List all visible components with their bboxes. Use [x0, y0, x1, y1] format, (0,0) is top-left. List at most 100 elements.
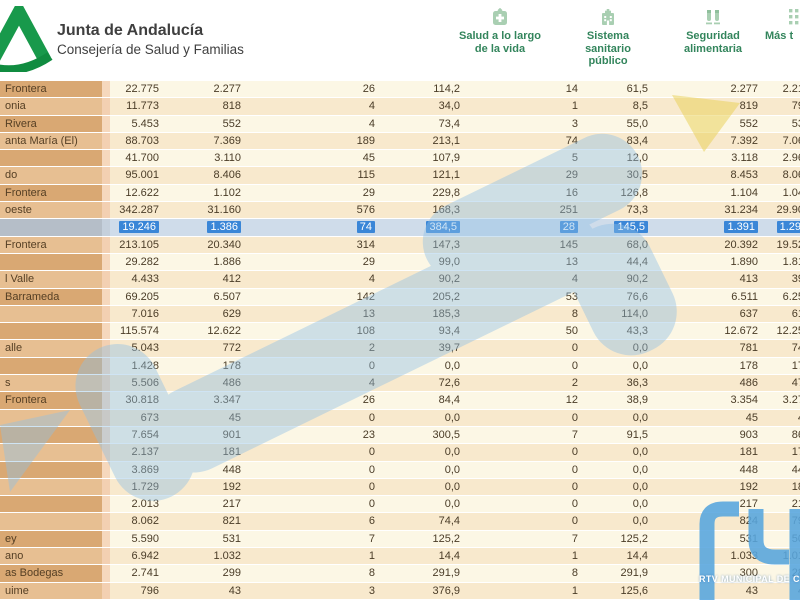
- municipality-cell[interactable]: [0, 409, 102, 426]
- value-cell[interactable]: 300,5: [381, 426, 466, 444]
- value-cell[interactable]: 192: [654, 478, 764, 496]
- value-cell[interactable]: 1: [466, 548, 584, 565]
- value-cell[interactable]: 3.118: [654, 150, 764, 167]
- value-cell[interactable]: 0,0: [381, 496, 466, 513]
- table-row[interactable]: onia 11.773 818 4 34,0 1 8,5 819 79: [0, 98, 800, 116]
- value-cell[interactable]: 43: [654, 582, 764, 599]
- value-cell[interactable]: 576: [247, 202, 381, 219]
- value-cell[interactable]: 531: [654, 530, 764, 548]
- value-cell[interactable]: 0: [466, 357, 584, 375]
- value-cell[interactable]: 0: [466, 444, 584, 461]
- value-cell[interactable]: 2.21: [764, 81, 800, 98]
- table-row[interactable]: s 5.506 486 4 72,6 2 36,3 486 47: [0, 375, 800, 393]
- municipality-cell[interactable]: [0, 478, 102, 496]
- value-cell[interactable]: 0: [466, 409, 584, 426]
- value-cell[interactable]: 213.105: [110, 236, 165, 253]
- value-cell[interactable]: 0,0: [584, 357, 654, 375]
- value-cell[interactable]: 11.773: [110, 98, 165, 115]
- value-cell[interactable]: 3: [247, 582, 381, 599]
- value-cell[interactable]: 6: [247, 513, 381, 530]
- value-cell[interactable]: 0: [247, 496, 381, 513]
- value-cell[interactable]: 299: [165, 565, 247, 582]
- value-cell[interactable]: 1.01: [764, 548, 800, 565]
- value-cell[interactable]: 0,0: [584, 461, 654, 478]
- value-cell[interactable]: 0,0: [381, 478, 466, 496]
- table-row[interactable]: Frontera 12.622 1.102 29 229,8 16 126,8 …: [0, 184, 800, 203]
- municipality-cell[interactable]: [0, 426, 102, 444]
- value-cell[interactable]: 7.06: [764, 132, 800, 150]
- municipality-cell[interactable]: [0, 219, 102, 236]
- value-cell[interactable]: 53: [764, 115, 800, 132]
- table-row[interactable]: uime 796 43 3 376,9 1 125,6 43 4: [0, 582, 800, 600]
- value-cell[interactable]: 819: [654, 98, 764, 115]
- value-cell[interactable]: 44: [764, 461, 800, 478]
- table-row[interactable]: 115.574 12.622 108 93,4 50 43,3 12.672 1…: [0, 323, 800, 341]
- municipality-cell[interactable]: onia: [0, 98, 102, 115]
- value-cell[interactable]: 88.703: [110, 132, 165, 150]
- value-cell[interactable]: 4: [247, 375, 381, 392]
- value-cell[interactable]: 192: [165, 478, 247, 496]
- value-cell[interactable]: 39: [764, 271, 800, 288]
- value-cell[interactable]: 2.96: [764, 150, 800, 167]
- value-cell[interactable]: 142: [247, 288, 381, 305]
- table-row[interactable]: Barrameda 69.205 6.507 142 205,2 53 76,6…: [0, 288, 800, 306]
- value-cell[interactable]: 90,2: [381, 271, 466, 288]
- value-cell[interactable]: 4: [247, 98, 381, 115]
- table-row[interactable]: do 95.001 8.406 115 121,1 29 30,5 8.453 …: [0, 167, 800, 185]
- value-cell[interactable]: 5.043: [110, 340, 165, 357]
- value-cell[interactable]: 72,6: [381, 375, 466, 392]
- value-cell[interactable]: 821: [165, 513, 247, 530]
- municipality-cell[interactable]: anta María (El): [0, 132, 102, 150]
- value-cell[interactable]: 673: [110, 409, 165, 426]
- value-cell[interactable]: 145: [466, 236, 584, 253]
- value-cell[interactable]: 637: [654, 305, 764, 323]
- value-cell[interactable]: 43,3: [584, 323, 654, 340]
- value-cell[interactable]: 14,4: [584, 548, 654, 565]
- nav-item-sistema-sanitario-publico[interactable]: Sistema sanitario público: [572, 8, 644, 68]
- value-cell[interactable]: 125,2: [584, 530, 654, 548]
- value-cell[interactable]: 38,9: [584, 392, 654, 409]
- municipality-cell[interactable]: do: [0, 167, 102, 184]
- value-cell[interactable]: 0: [466, 478, 584, 496]
- value-cell[interactable]: 125,6: [584, 582, 654, 599]
- value-cell[interactable]: 300: [654, 565, 764, 582]
- value-cell[interactable]: 1.729: [110, 478, 165, 496]
- value-cell[interactable]: 412: [165, 271, 247, 288]
- table-row[interactable]: Rivera 5.453 552 4 73,4 3 55,0 552 53: [0, 115, 800, 133]
- value-cell[interactable]: 20.340: [165, 236, 247, 253]
- value-cell[interactable]: 74: [466, 132, 584, 150]
- municipality-cell[interactable]: Barrameda: [0, 288, 102, 305]
- municipality-cell[interactable]: [0, 323, 102, 340]
- value-cell[interactable]: 12: [466, 392, 584, 409]
- value-cell[interactable]: 4: [764, 582, 800, 599]
- value-cell[interactable]: 384,5: [381, 219, 466, 236]
- value-cell[interactable]: 4: [466, 271, 584, 288]
- table-row[interactable]: 29.282 1.886 29 99,0 13 44,4 1.890 1.81: [0, 253, 800, 272]
- value-cell[interactable]: 1.391: [654, 219, 764, 236]
- value-cell[interactable]: 12,0: [584, 150, 654, 167]
- municipality-cell[interactable]: Frontera: [0, 81, 102, 98]
- value-cell[interactable]: 14: [466, 81, 584, 98]
- value-cell[interactable]: 8.453: [654, 167, 764, 184]
- value-cell[interactable]: 0: [247, 409, 381, 426]
- municipality-cell[interactable]: ey: [0, 530, 102, 548]
- value-cell[interactable]: 17: [764, 444, 800, 461]
- value-cell[interactable]: 84,4: [381, 392, 466, 409]
- value-cell[interactable]: 5.590: [110, 530, 165, 548]
- municipality-cell[interactable]: [0, 253, 102, 271]
- value-cell[interactable]: 8,5: [584, 98, 654, 115]
- value-cell[interactable]: 189: [247, 132, 381, 150]
- value-cell[interactable]: 114,2: [381, 81, 466, 98]
- value-cell[interactable]: 19.246: [110, 219, 165, 236]
- value-cell[interactable]: 31.234: [654, 202, 764, 219]
- value-cell[interactable]: 108: [247, 323, 381, 340]
- value-cell[interactable]: 448: [654, 461, 764, 478]
- value-cell[interactable]: 28: [466, 219, 584, 236]
- value-cell[interactable]: 1.104: [654, 184, 764, 202]
- table-row[interactable]: Frontera 22.775 2.277 26 114,2 14 61,5 2…: [0, 81, 800, 99]
- value-cell[interactable]: 1.81: [764, 253, 800, 271]
- value-cell[interactable]: 39,7: [381, 340, 466, 357]
- value-cell[interactable]: 1.386: [165, 219, 247, 236]
- value-cell[interactable]: 50: [764, 530, 800, 548]
- value-cell[interactable]: 12.622: [165, 323, 247, 340]
